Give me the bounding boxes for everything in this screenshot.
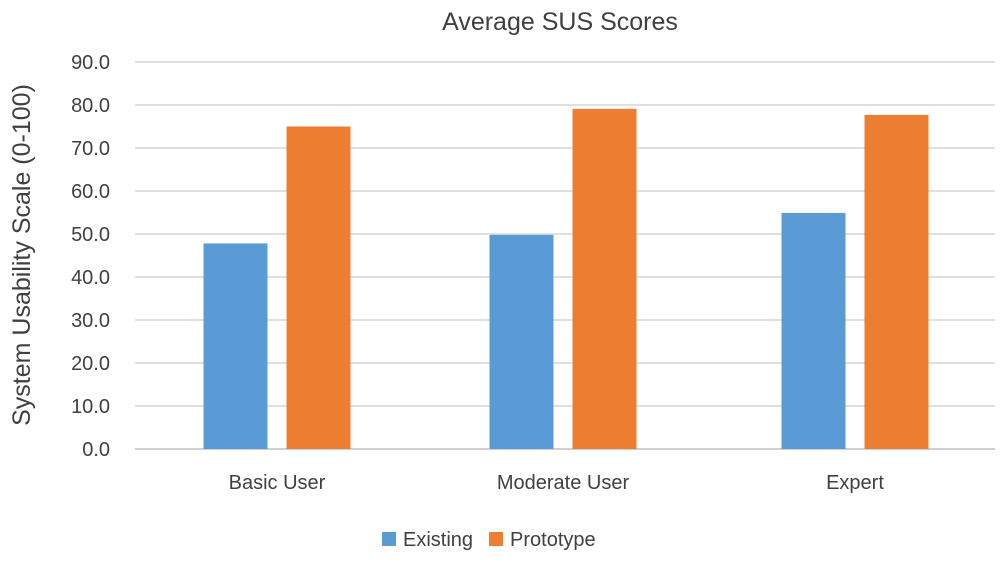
y-tick-label: 80.0: [71, 95, 110, 117]
y-tick-label: 0.0: [82, 439, 110, 461]
y-tick-label: 40.0: [71, 267, 110, 289]
y-tick-label: 30.0: [71, 310, 110, 332]
legend-label-existing: Existing: [403, 529, 473, 551]
legend-label-prototype: Prototype: [510, 529, 596, 551]
x-tick-label: Expert: [826, 472, 884, 494]
bar-prototype: [572, 108, 637, 450]
bar-prototype: [286, 126, 351, 449]
bar-existing: [203, 243, 268, 449]
bar-existing: [489, 234, 554, 449]
bar-existing: [781, 212, 846, 449]
y-axis-label: System Usability Scale (0-100): [8, 84, 36, 426]
y-tick-label: 10.0: [71, 396, 110, 418]
bar-prototype: [864, 114, 929, 449]
x-tick-label: Basic User: [229, 472, 326, 494]
y-tick-label: 20.0: [71, 353, 110, 375]
chart-title: Average SUS Scores: [442, 8, 678, 36]
y-tick-label: 70.0: [71, 138, 110, 160]
y-tick-label: 50.0: [71, 224, 110, 246]
x-tick-label: Moderate User: [497, 472, 630, 494]
legend-swatch-prototype: [489, 532, 504, 546]
y-tick-label: 90.0: [71, 52, 110, 74]
y-tick-label: 60.0: [71, 181, 110, 203]
legend-swatch-existing: [382, 532, 396, 546]
